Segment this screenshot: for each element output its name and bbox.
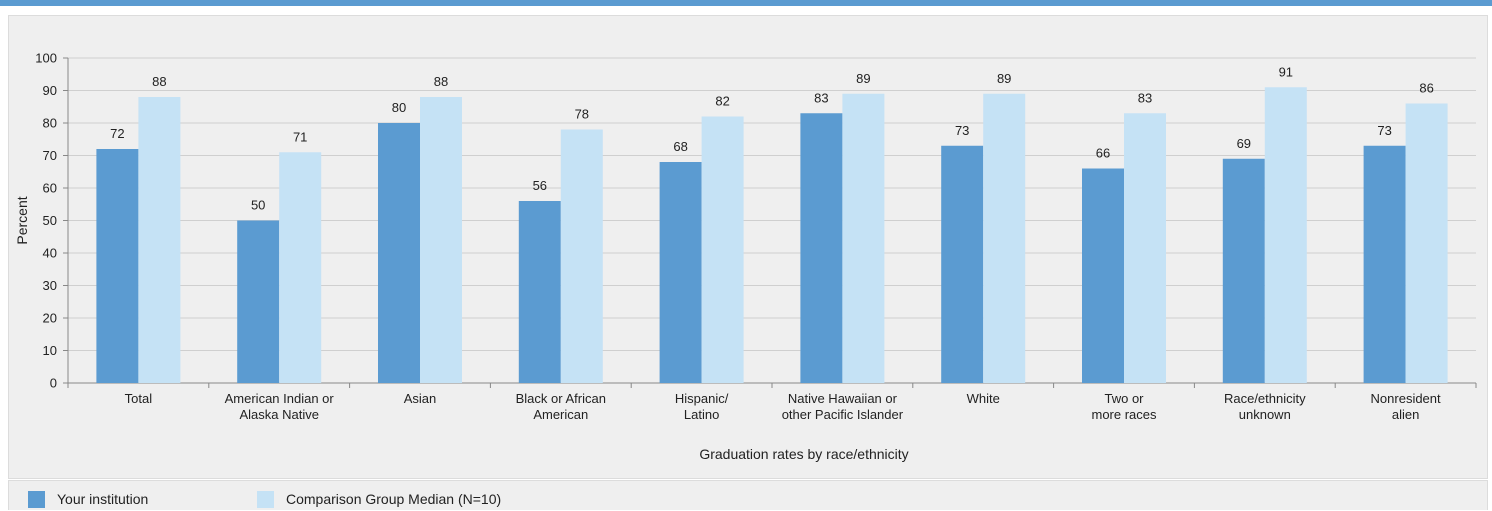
x-category-label: American Indian or: [225, 391, 335, 406]
bar-value-label: 80: [392, 100, 406, 115]
x-category-label: alien: [1392, 407, 1419, 422]
bar-comparison-group: [1264, 87, 1307, 383]
y-tick-label: 20: [43, 311, 57, 326]
bar-value-label: 89: [856, 71, 870, 86]
y-tick-label: 90: [43, 83, 57, 98]
chart-legend: Your institution Comparison Group Median…: [8, 480, 1488, 510]
x-category-label: White: [967, 391, 1000, 406]
x-category-label: Race/ethnicity: [1224, 391, 1306, 406]
bar-value-label: 78: [575, 107, 589, 122]
bar-comparison-group: [983, 93, 1026, 383]
bar-your-institution: [1363, 145, 1406, 383]
bar-value-label: 91: [1279, 64, 1293, 79]
bar-your-institution: [237, 220, 280, 383]
bar-value-label: 89: [997, 71, 1011, 86]
x-category-label: other Pacific Islander: [782, 407, 904, 422]
bar-your-institution: [378, 123, 420, 383]
x-category-label: Two or: [1104, 391, 1144, 406]
x-category-label: Native Hawaiian or: [788, 391, 898, 406]
bar-comparison-group: [279, 152, 322, 383]
bar-value-label: 66: [1096, 146, 1110, 161]
legend-swatch-your-institution: [28, 491, 45, 508]
bar-value-label: 50: [251, 198, 265, 213]
bar-comparison-group: [842, 93, 885, 383]
x-category-label: unknown: [1239, 407, 1291, 422]
bar-comparison-group: [560, 129, 603, 383]
bar-value-label: 56: [533, 178, 547, 193]
bar-comparison-group: [701, 116, 744, 383]
y-tick-label: 70: [43, 148, 57, 163]
bar-value-label: 82: [715, 94, 729, 109]
bar-value-label: 73: [1377, 123, 1391, 138]
bar-value-label: 83: [1138, 90, 1152, 105]
bar-value-label: 72: [110, 126, 124, 141]
bar-your-institution: [941, 145, 984, 383]
bar-value-label: 73: [955, 123, 969, 138]
y-tick-label: 0: [50, 376, 57, 391]
y-tick-label: 30: [43, 278, 57, 293]
x-category-label: Black or African: [516, 391, 606, 406]
x-axis-title: Graduation rates by race/ethnicity: [699, 446, 908, 462]
x-category-label: Asian: [404, 391, 437, 406]
x-category-label: Total: [125, 391, 153, 406]
bar-comparison-group: [1124, 113, 1166, 383]
x-category-label: Nonresident: [1371, 391, 1441, 406]
y-tick-label: 80: [43, 116, 57, 131]
x-category-label: Latino: [684, 407, 719, 422]
bar-your-institution: [1082, 168, 1124, 383]
bar-your-institution: [96, 149, 139, 383]
bar-comparison-group: [138, 97, 181, 383]
y-tick-label: 10: [43, 343, 57, 358]
x-category-label: Hispanic/: [675, 391, 729, 406]
bar-value-label: 71: [293, 129, 307, 144]
bar-value-label: 69: [1237, 136, 1251, 151]
x-category-label: Alaska Native: [239, 407, 318, 422]
y-tick-label: 60: [43, 181, 57, 196]
bar-value-label: 68: [673, 139, 687, 154]
bar-your-institution: [659, 162, 702, 383]
header-bar: [0, 0, 1492, 6]
bar-your-institution: [518, 201, 561, 383]
y-tick-label: 40: [43, 246, 57, 261]
x-category-label: American: [533, 407, 588, 422]
bar-value-label: 86: [1419, 81, 1433, 96]
y-tick-label: 50: [43, 213, 57, 228]
bar-your-institution: [1222, 158, 1265, 383]
bar-comparison-group: [420, 97, 462, 383]
legend-swatch-comparison-group: [257, 491, 274, 508]
bar-comparison-group: [1405, 103, 1448, 383]
x-category-label: more races: [1091, 407, 1157, 422]
bar-value-label: 88: [434, 74, 448, 89]
y-tick-label: 100: [35, 51, 57, 66]
legend-label-your-institution: Your institution: [57, 491, 149, 507]
bar-value-label: 88: [152, 74, 166, 89]
legend-label-comparison-group: Comparison Group Median (N=10): [286, 491, 502, 507]
bar-chart: 0 10 20 30 40 50 60 70 80 90 100 72 88 Total 50 71 Ameri…: [14, 51, 1477, 462]
bar-your-institution: [800, 113, 843, 383]
bar-value-label: 83: [814, 90, 828, 105]
y-axis-title: Percent: [14, 196, 30, 244]
